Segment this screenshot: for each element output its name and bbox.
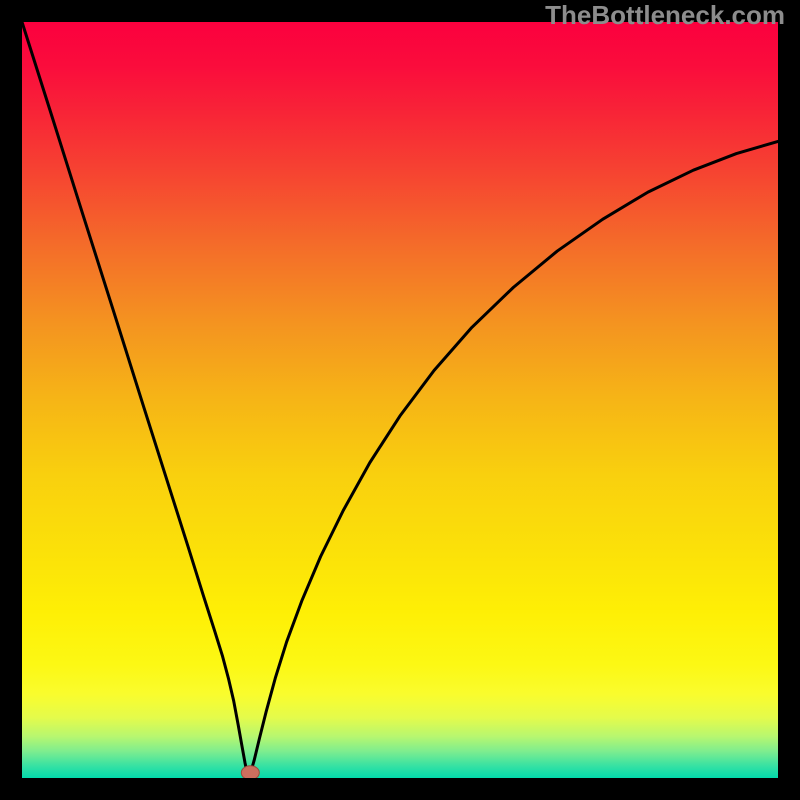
watermark-text: TheBottleneck.com xyxy=(545,0,785,31)
minimum-marker xyxy=(241,766,259,778)
chart-svg xyxy=(22,22,778,778)
plot-area xyxy=(22,22,778,778)
gradient-background xyxy=(22,22,778,778)
